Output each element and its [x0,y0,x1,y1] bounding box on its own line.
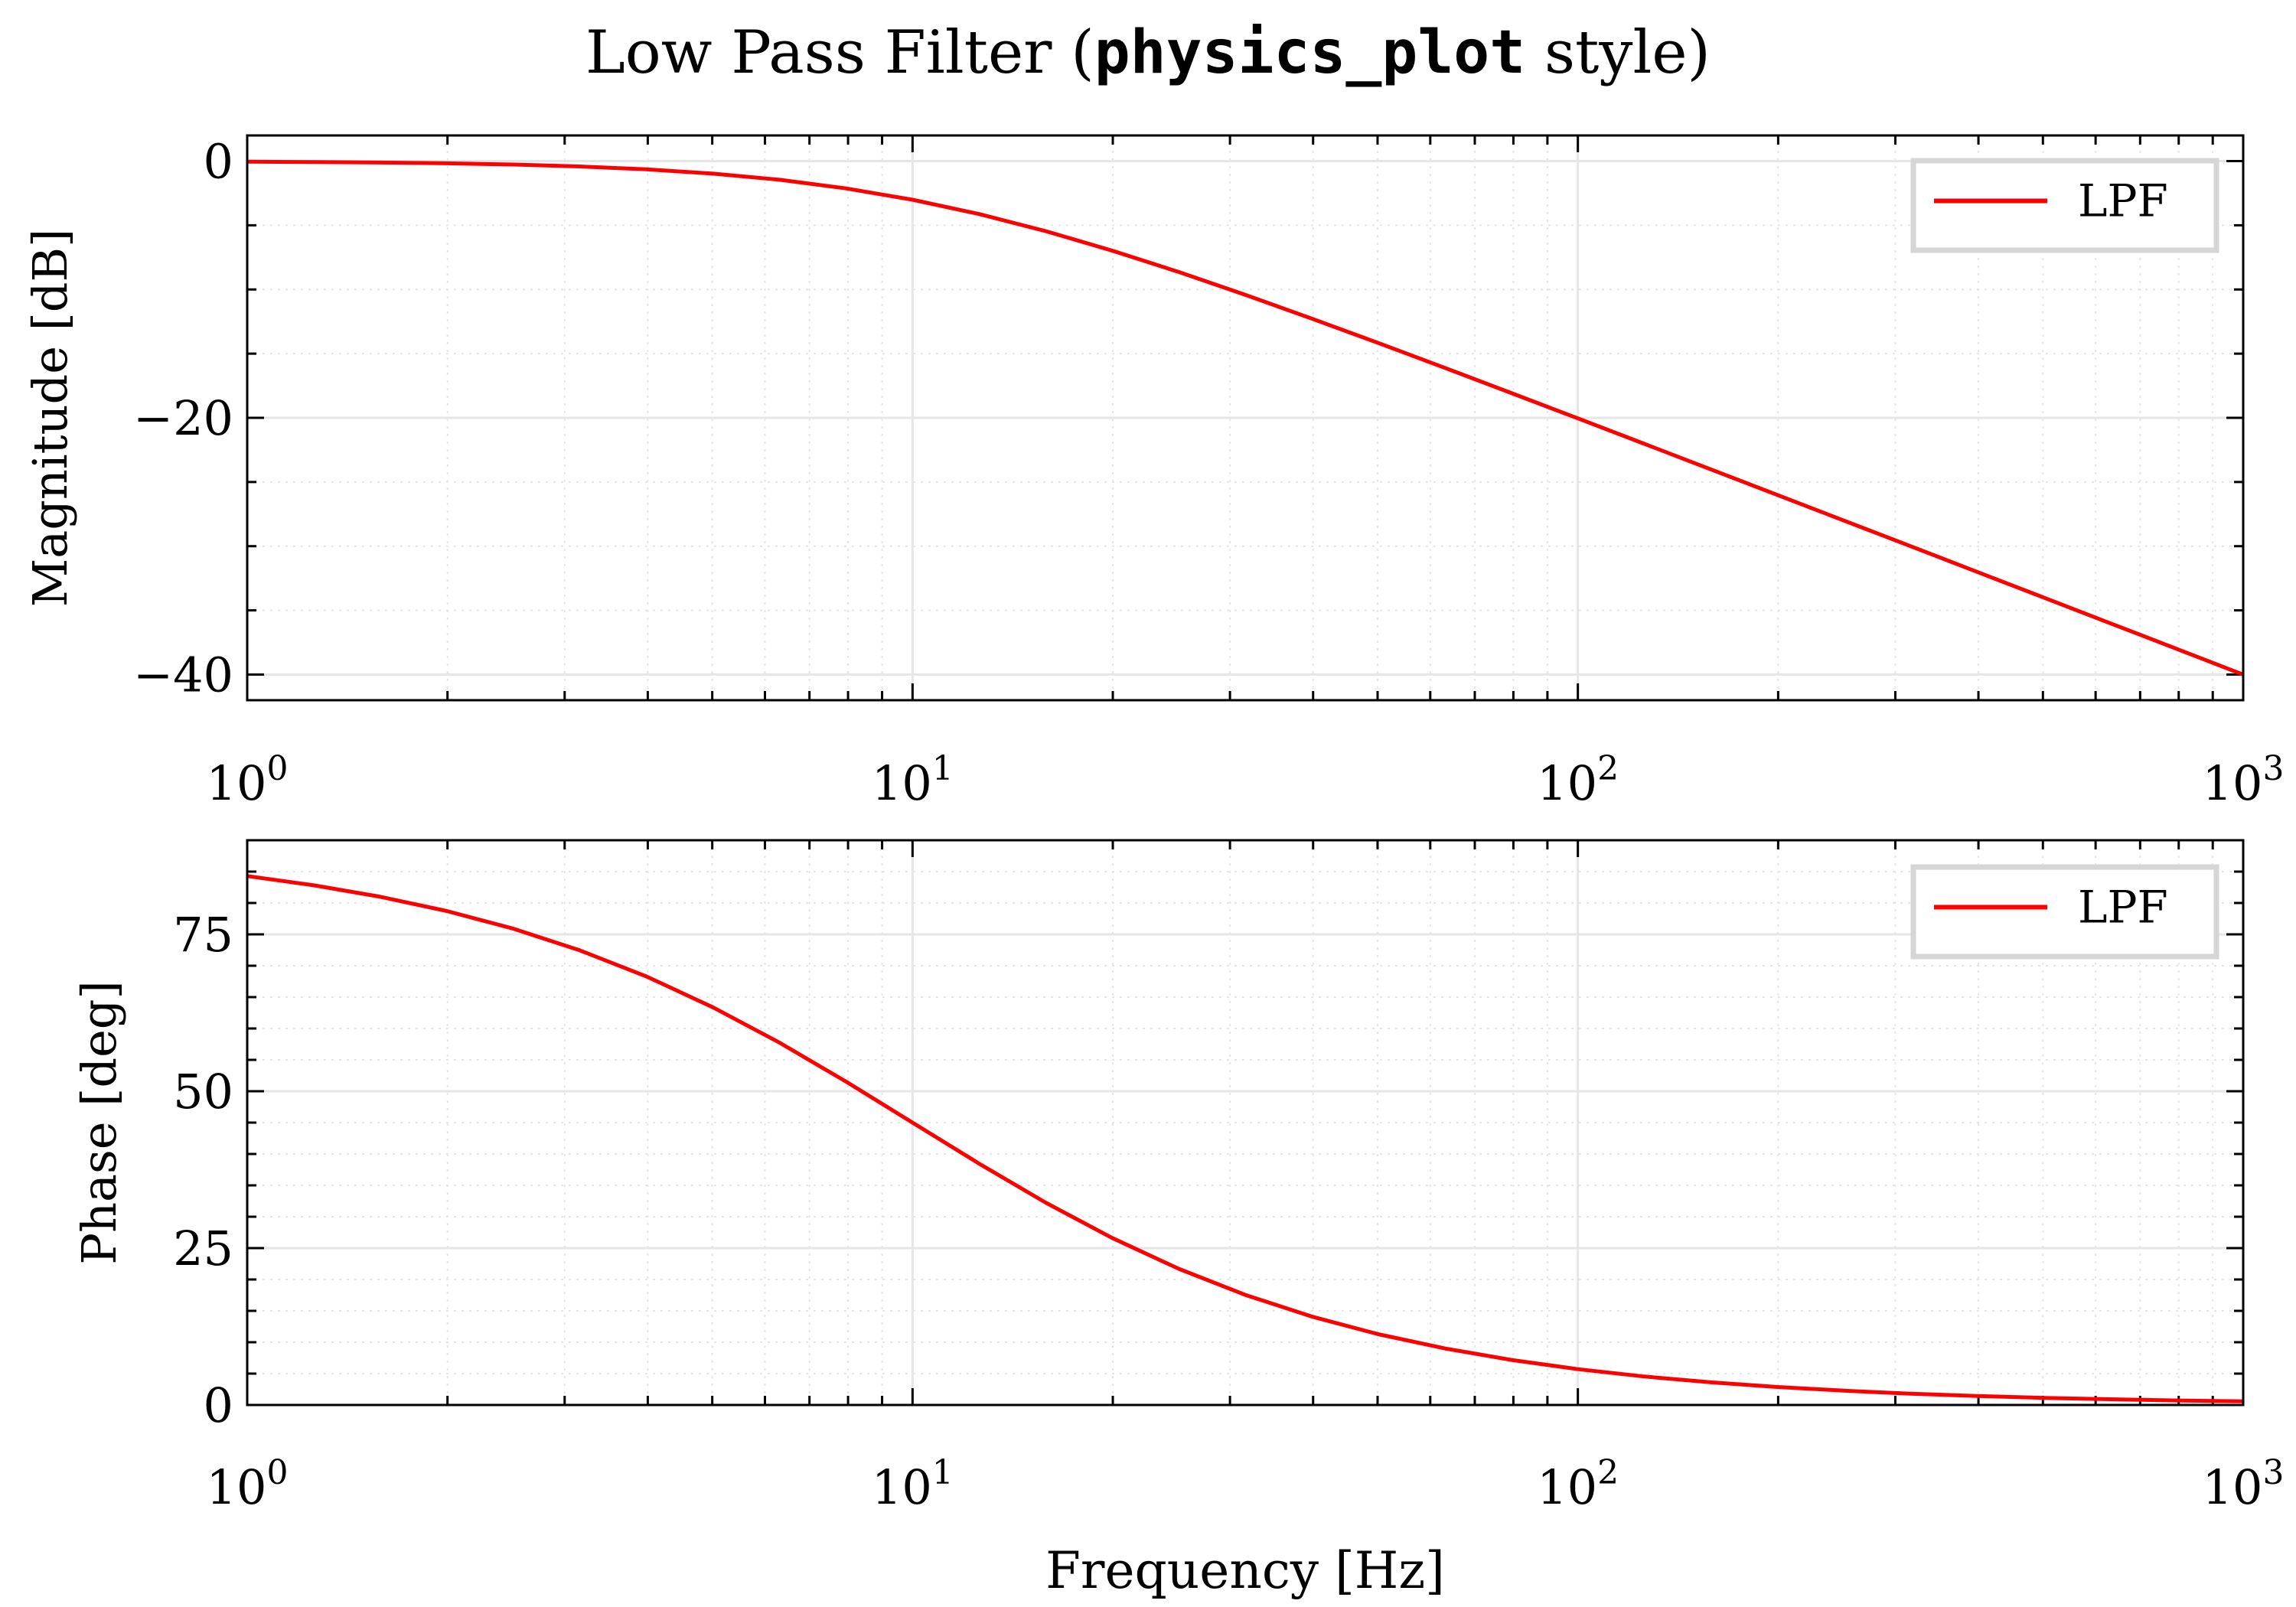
x-tick-exp: 1 [932,1453,954,1492]
x-tick-base: 10 [207,755,267,811]
x-tick-label: 101 [872,1453,954,1515]
legend: LPF [1910,158,2219,253]
legend: LPF [1910,864,2219,960]
x-tick-exp: 0 [266,1453,288,1492]
x-tick-label: 102 [1537,749,1619,811]
x-tick-label: 102 [1537,1453,1619,1515]
series-line-lpf [246,159,2244,676]
x-tick-label: 101 [872,749,954,811]
x-tick-base: 10 [2203,1459,2263,1515]
x-tick-label: 100 [207,749,289,811]
axes-frame [246,839,2245,1407]
y-tick-label: 25 [173,1221,233,1276]
legend-label: LPF [2078,175,2168,227]
x-tick-label: 103 [2203,1453,2285,1515]
x-tick-exp: 0 [266,749,288,788]
x-tick-exp: 2 [1597,1453,1619,1492]
y-tick-label: 0 [204,134,233,190]
y-tick-label: 75 [173,907,233,963]
x-tick-label: 103 [2203,749,2285,811]
legend-box [1910,158,2219,253]
x-tick-exp: 1 [932,749,954,788]
x-tick-exp: 2 [1597,749,1619,788]
x-tick-exp: 3 [2262,1453,2284,1492]
x-tick-label: 100 [207,1453,289,1515]
x-tick-exp: 3 [2262,749,2284,788]
x-tick-base: 10 [872,755,932,811]
y-tick-label: −40 [133,647,233,702]
y-axis-label: Phase [deg] [71,980,127,1264]
y-axis-label: Magnitude [dB] [22,229,78,607]
x-tick-base: 10 [1537,1459,1597,1515]
x-tick-base: 10 [2203,755,2263,811]
legend-box [1910,864,2219,960]
x-axis-label: Frequency [Hz] [1045,1541,1445,1600]
y-tick-label: 0 [204,1377,233,1433]
x-tick-base: 10 [1537,755,1597,811]
x-tick-base: 10 [872,1459,932,1515]
figure-title: Low Pass Filter (physics_plot style) [585,18,1711,87]
axes-frame [246,134,2245,702]
series-line-lpf [246,874,2244,1403]
legend-label: LPF [2078,882,2168,934]
x-tick-base: 10 [207,1459,267,1515]
y-tick-label: −20 [133,390,233,446]
y-tick-label: 50 [173,1064,233,1120]
